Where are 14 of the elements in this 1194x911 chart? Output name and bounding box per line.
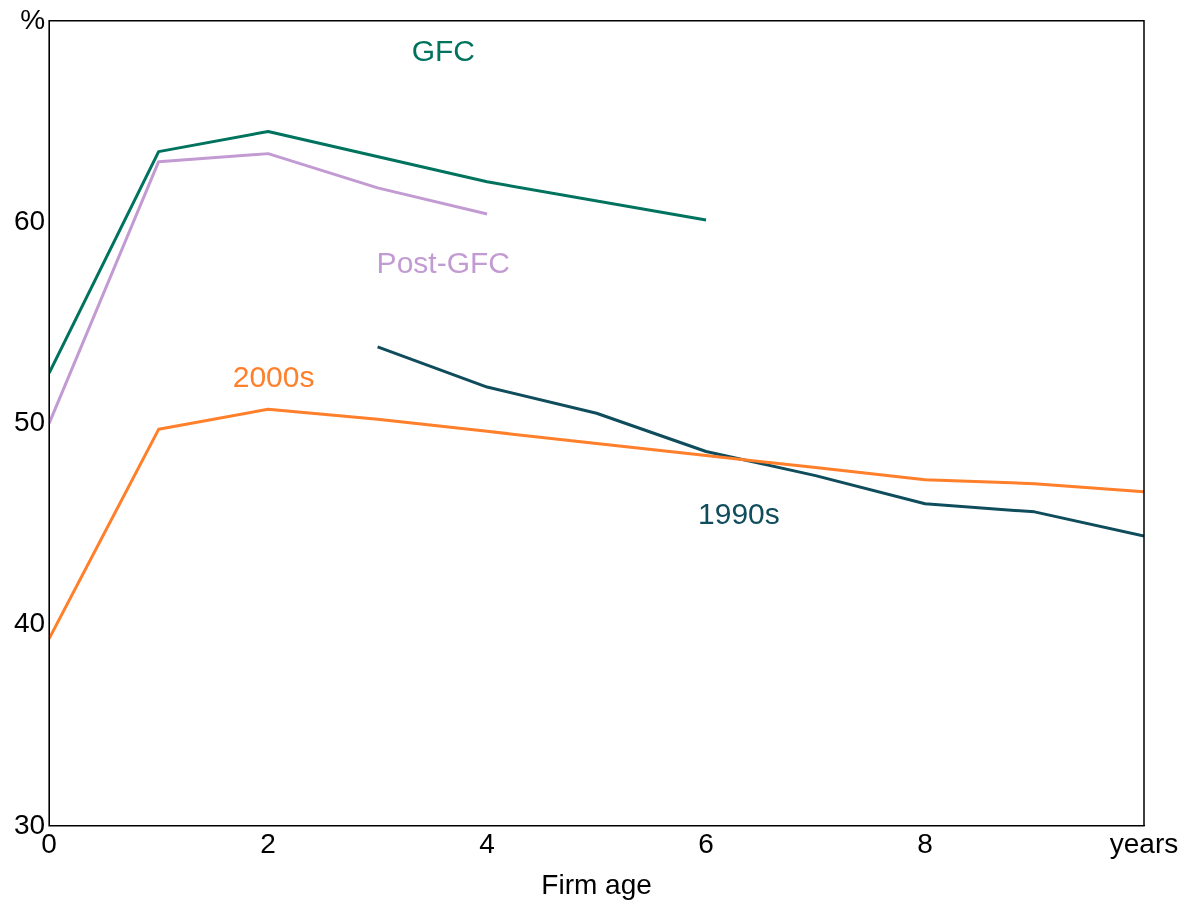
- y-tick-label: 40: [13, 607, 46, 639]
- series-label: Post-GFC: [376, 245, 510, 279]
- x-tick-label: years: [1109, 828, 1179, 860]
- y-tick-label: 50: [13, 406, 46, 438]
- y-tick-label: %: [20, 3, 46, 35]
- y-tick-label: 60: [13, 204, 46, 236]
- text: GFC: [411, 34, 475, 68]
- x-tick-label: 4: [479, 828, 495, 860]
- x-axis-title: Firm age: [541, 868, 652, 900]
- x-tick-label: 6: [698, 828, 714, 860]
- series-label: 1990s: [698, 497, 780, 531]
- series-label: 2000s: [232, 360, 315, 394]
- x-tick-label: 8: [917, 828, 933, 860]
- x-tick-label: 2: [260, 828, 276, 860]
